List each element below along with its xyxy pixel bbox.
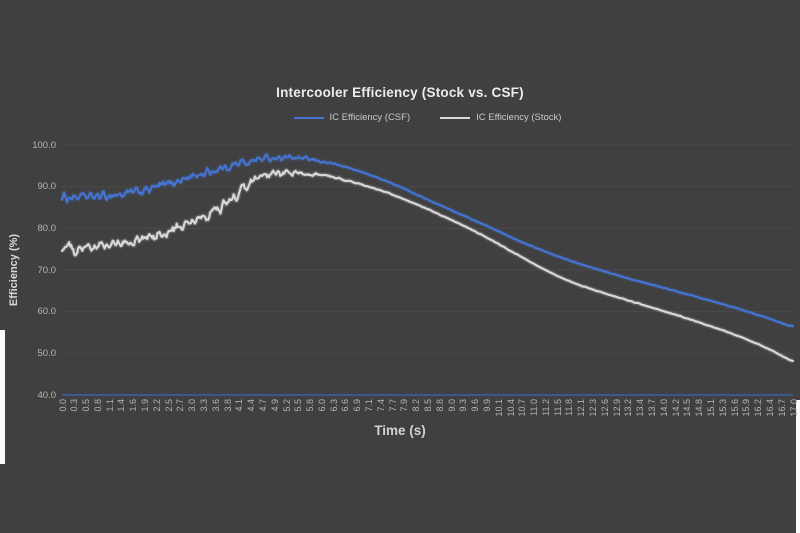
x-tick-label: 14.2 [670,399,681,417]
y-tick-label: 100.0 [32,139,56,151]
y-tick-label: 60.0 [37,306,57,318]
x-tick-label: 7.7 [387,399,398,412]
y-tick-label: 70.0 [37,264,57,276]
x-tick-label: 14.5 [682,399,693,417]
x-tick-label: 6.0 [316,399,327,412]
x-tick-label: 5.8 [305,399,316,412]
x-tick-label: 1.6 [128,399,139,412]
x-tick-label: 2.7 [175,399,186,412]
x-tick-label: 9.0 [446,399,457,412]
page-edge-right [796,400,800,533]
legend-line-stock-icon [440,116,471,119]
x-tick-label: 3.6 [210,399,221,412]
x-tick-label: 12.6 [599,399,610,417]
x-tick-label: 10.4 [505,399,516,417]
chart-title: Intercooler Efficiency (Stock vs. CSF) [276,85,524,100]
x-tick-label: 7.9 [399,399,410,412]
x-tick-label: 2.2 [151,399,162,412]
x-tick-label: 15.6 [729,399,740,417]
x-tick-label: 14.8 [694,399,705,417]
x-tick-label: 2.5 [163,399,174,412]
x-tick-label: 7.1 [364,399,375,412]
x-tick-label: 15.9 [741,399,752,417]
x-tick-label: 8.5 [423,399,433,412]
x-tick-label: 11.5 [552,399,563,416]
legend-label-stock: IC Efficiency (Stock) [476,112,562,123]
series-path-stock [60,168,795,363]
x-tick-label: 10.1 [493,399,504,417]
x-tick-label: 0.8 [92,399,103,412]
x-tick-label: 6.9 [352,399,363,412]
x-tick-label: 1.4 [116,399,127,412]
x-tick-label: 5.2 [281,399,292,412]
x-tick-label: 14.0 [658,399,669,417]
x-tick-label: 16.4 [764,399,775,417]
x-tick-label: 12.9 [611,399,622,417]
y-tick-label: 80.0 [37,222,57,234]
y-tick-label: 90.0 [37,181,57,193]
x-tick-label: 8.8 [434,399,445,412]
x-tick-label: 15.1 [705,399,716,417]
x-tick-label: 13.7 [647,399,658,417]
x-tick-label: 13.4 [635,399,646,417]
legend-item-csf: IC Efficiency (CSF) [293,112,411,123]
x-axis-title: Time (s) [374,423,426,438]
x-tick-label: 4.4 [246,399,257,412]
x-tick-label: 4.7 [257,399,268,412]
x-tick-label: 0.0 [57,399,68,412]
x-tick-label: 16.7 [776,399,787,417]
series-glow-csf [59,152,795,329]
x-tick-label: 17.0 [788,399,799,417]
series-path-csf [60,153,795,328]
x-tick-label: 3.8 [222,399,233,412]
x-tick-label: 9.9 [481,399,492,412]
x-tick-label: 4.1 [234,399,245,412]
x-tick-label: 12.3 [588,399,599,417]
x-tick-label: 11.8 [564,399,575,416]
x-tick-label: 6.3 [328,399,339,412]
x-tick-label: 3.3 [198,399,209,412]
x-tick-label: 1.9 [140,399,151,412]
page-edge-left [0,330,5,464]
x-tick-label: 12.1 [576,399,587,417]
x-tick-label: 16.2 [753,399,764,417]
x-tick-label: 5.5 [293,399,304,412]
y-tick-label: 50.0 [37,347,57,359]
x-tick-label: 0.5 [81,399,92,412]
x-tick-label: 11.2 [540,399,551,416]
x-tick-label: 10.7 [517,399,528,417]
y-tick-label: 40.0 [37,389,57,401]
x-tick-label: 0.3 [69,399,80,412]
x-tick-label: 9.6 [470,399,481,412]
x-tick-label: 4.9 [269,399,280,412]
x-tick-label: 7.4 [375,399,386,412]
x-tick-label: 15.3 [717,399,728,417]
x-tick-label: 13.2 [623,399,634,417]
x-tick-label: 3.0 [187,399,198,412]
x-tick-label: 6.6 [340,399,351,412]
x-tick-label: 8.2 [411,399,422,412]
legend: IC Efficiency (CSF) IC Efficiency (Stock… [62,112,793,123]
x-tick-label: 1.1 [104,399,115,412]
x-tick-label: 9.3 [458,399,469,412]
legend-line-csf-icon [293,116,324,119]
x-tick-label: 11.0 [529,399,540,416]
legend-item-stock: IC Efficiency (Stock) [440,112,561,123]
legend-label-csf: IC Efficiency (CSF) [329,112,411,123]
